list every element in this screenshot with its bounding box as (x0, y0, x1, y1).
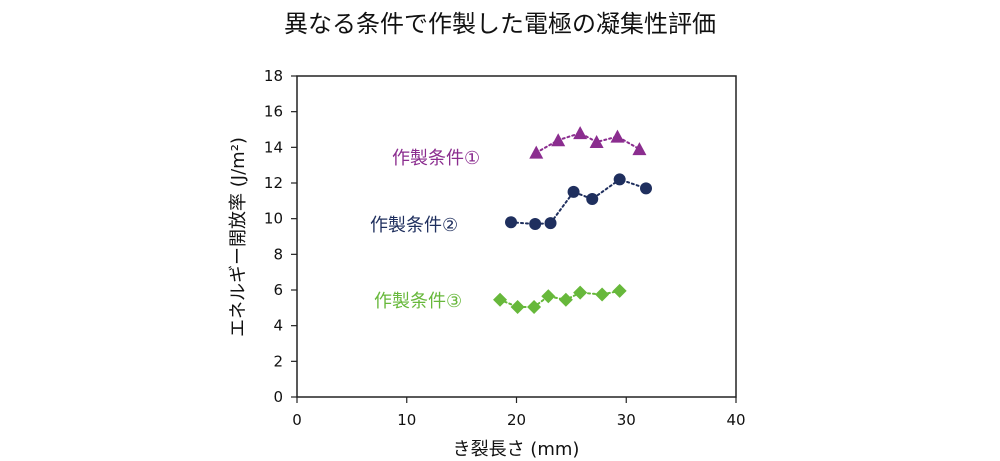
series-label-2: 作製条件② (370, 215, 458, 236)
x-tick-label: 20 (507, 411, 526, 429)
diamond-marker (612, 283, 627, 298)
x-tick-label: 40 (726, 411, 745, 429)
circle-marker (567, 185, 580, 198)
triangle-marker (551, 133, 566, 147)
x-tick-label: 30 (617, 411, 636, 429)
x-tick-label: 0 (292, 411, 302, 429)
y-axis-ticks: 0 2 4 6 8 10 12 14 16 18 (264, 67, 297, 406)
series-layer (493, 126, 653, 314)
series-1 (529, 126, 647, 159)
circle-marker (505, 216, 518, 229)
triangle-marker (529, 145, 544, 159)
y-tick-label: 12 (264, 174, 283, 192)
circle-marker (529, 218, 542, 231)
triangle-marker (610, 129, 625, 143)
y-tick-label: 6 (273, 281, 283, 299)
circle-marker (544, 217, 557, 230)
x-tick-label: 10 (397, 411, 416, 429)
diamond-marker (595, 287, 610, 302)
y-tick-label: 0 (273, 388, 283, 406)
diamond-marker (541, 289, 556, 304)
triangle-marker (632, 142, 647, 156)
diamond-marker (493, 292, 508, 307)
y-tick-label: 14 (264, 138, 283, 156)
diamond-marker (558, 292, 573, 307)
y-tick-label: 18 (264, 67, 283, 85)
triangle-marker (589, 134, 604, 148)
triangle-marker (573, 126, 588, 140)
diamond-marker (527, 299, 542, 314)
plot-area (296, 75, 737, 398)
series-3 (493, 283, 627, 314)
circle-marker (613, 173, 626, 186)
y-tick-label: 2 (273, 352, 283, 370)
y-tick-label: 16 (264, 103, 283, 121)
y-tick-label: 8 (273, 245, 283, 263)
x-axis-ticks: 0 10 20 30 40 (292, 397, 746, 429)
y-tick-label: 10 (264, 210, 283, 228)
diamond-marker (573, 285, 588, 300)
x-axis-label: き裂長さ (mm) (453, 439, 580, 460)
diamond-marker (510, 299, 525, 314)
series-2 (505, 173, 653, 231)
chart-title: 異なる条件で作製した電極の凝集性評価 (284, 10, 716, 38)
circle-marker (640, 182, 653, 195)
series-label-3: 作製条件③ (374, 291, 462, 312)
y-axis-label: エネルギー開放率 (J/m²) (228, 137, 249, 337)
circle-marker (586, 193, 599, 206)
series-label-1: 作製条件① (392, 148, 480, 169)
y-tick-label: 4 (273, 317, 283, 335)
